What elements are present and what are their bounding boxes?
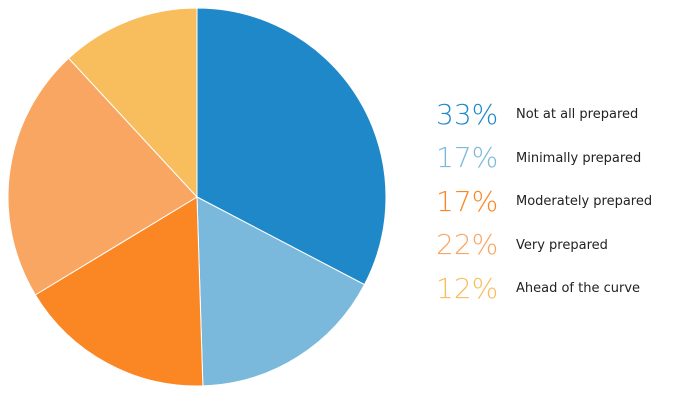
legend-percent: 33% <box>436 97 499 131</box>
legend-percent: 12% <box>436 271 499 305</box>
pie-slice <box>67 7 198 199</box>
legend-item: 17% Minimally prepared <box>436 137 652 181</box>
pie-slice <box>196 7 387 286</box>
legend-label: Very prepared <box>516 237 608 253</box>
legend-label: Minimally prepared <box>516 150 642 166</box>
legend-item: 17% Moderately prepared <box>436 180 652 224</box>
pie-slice <box>196 196 366 387</box>
legend: 33% Not at all prepared 17% Minimally prepa… <box>436 93 652 311</box>
pie-slice <box>7 57 198 296</box>
legend-item: 22% Very prepared <box>436 224 652 268</box>
legend-item: 12% Ahead of the curve <box>436 267 652 311</box>
legend-percent: 22% <box>436 228 499 262</box>
legend-percent: 17% <box>436 141 499 175</box>
legend-percent: 17% <box>436 184 499 218</box>
legend-label: Moderately prepared <box>516 194 653 210</box>
legend-label: Not at all prepared <box>516 107 639 123</box>
legend-label: Ahead of the curve <box>516 281 641 297</box>
legend-item: 33% Not at all prepared <box>436 93 652 137</box>
pie-slice <box>34 196 204 387</box>
